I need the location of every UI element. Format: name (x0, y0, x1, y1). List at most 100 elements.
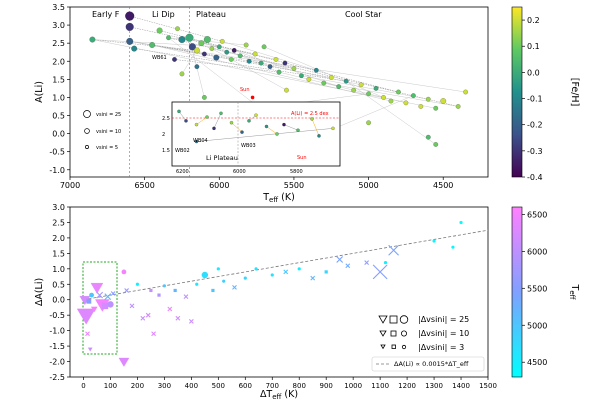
y-tick-label: 2.5 (52, 218, 65, 227)
top-data-point (282, 60, 288, 66)
top-data-point (396, 89, 401, 95)
highlight-box (82, 261, 118, 355)
inset-points (177, 109, 335, 144)
bottom-data-point (183, 294, 189, 300)
top-data-point (203, 36, 211, 44)
inset-ytick-1.5: 1.5 (162, 148, 170, 154)
bottom-data-point (459, 220, 463, 225)
colorbar-tick-label: 0.0 (527, 68, 540, 77)
y-tick-label: 3.0 (52, 21, 65, 30)
size-legend: vsini = 25 vsini = 10 vsini = 5 (83, 110, 121, 151)
top-data-point (258, 60, 264, 66)
inset-data-point (177, 109, 181, 114)
top-data-point (194, 64, 200, 70)
bottom-data-point (90, 306, 98, 313)
top-pair-line (92, 39, 197, 51)
legend-label-10: |Δvsini| = 10 (418, 329, 469, 338)
top-pair-line (168, 37, 459, 107)
bottom-data-point (135, 282, 140, 286)
bottom-data-point (175, 315, 181, 321)
inset-data-point (212, 126, 216, 131)
top-data-point (381, 95, 386, 100)
top-data-point (411, 93, 416, 98)
y-tick-label: -1.0 (49, 166, 65, 175)
legend-sq-25 (389, 315, 398, 324)
y-tick-label: 2.0 (52, 234, 65, 243)
top-pair-line (263, 46, 384, 98)
top-data-point (425, 96, 431, 102)
top-data-point (202, 95, 207, 100)
bottom-data-point (76, 308, 96, 325)
bottom-plot-frame (69, 206, 489, 378)
bottom-data-point (167, 306, 173, 312)
bottom-colorbar-label: Teff (568, 284, 580, 300)
top-pair-line (152, 44, 392, 102)
inset-ytick-2.5: 2.5 (162, 116, 170, 122)
inset-pair-line (213, 113, 222, 129)
legend-label-3: |Δvsini| = 3 (418, 343, 464, 352)
bottom-data-point (151, 331, 156, 337)
top-pair-line (92, 39, 436, 109)
region-label-plateau: Plateau (196, 10, 226, 19)
x-tick-label: 600 (239, 382, 252, 390)
y-tick-label: -2.5 (49, 373, 65, 382)
bottom-data-point (388, 244, 400, 256)
bottom-data-point (110, 291, 116, 296)
inset-plateau-label: Li Plateau (206, 154, 238, 162)
x-tick-label: 0 (81, 382, 85, 390)
inset-data-point (184, 119, 188, 123)
top-data-point (156, 27, 163, 34)
inset-data-point (205, 115, 209, 119)
inset-data-point (264, 124, 269, 129)
colorbar-tick-label: 6500 (527, 210, 547, 219)
top-y-ticks: -1.0 -0.5 0.0 0.5 1.0 1.5 2.0 2.5 3.0 3.5 (49, 3, 70, 175)
top-data-point (202, 51, 207, 57)
legend-circ-3 (401, 344, 407, 350)
top-data-point (219, 39, 225, 44)
top-data-point (188, 43, 196, 51)
inset-ref-line-label: A(Li) = 2.5 dex (291, 111, 329, 117)
top-data-point (328, 75, 334, 80)
marker-legend: |Δvsini| = 25 |Δvsini| = 10 |Δvsini| = 3 (378, 315, 469, 352)
colorbar-tick-label: 0.2 (527, 16, 540, 25)
size-legend-label-25: vsini = 25 (96, 112, 121, 118)
wb61-label: WB61 (152, 55, 167, 61)
top-plot-frame (69, 6, 489, 178)
top-data-point (425, 134, 431, 140)
top-pair-line (346, 80, 436, 145)
top-data-point (166, 35, 171, 41)
region-label-cool-star: Cool Star (345, 10, 382, 19)
top-pair-line (222, 41, 317, 71)
x-tick-label: 6500 (134, 181, 154, 190)
top-pair-line (234, 50, 339, 87)
inset-lines (178, 111, 334, 142)
inset-frame (171, 101, 341, 167)
inset-label-wb04: WB04 (193, 138, 208, 144)
top-data-point (228, 57, 234, 62)
x-tick-label: 1400 (452, 382, 470, 390)
bottom-y-ticks: -2.5 -2.0 -1.5 -1.0 -0.5 0.0 0.5 1.0 1.5 2.0 2.5 3.… (49, 203, 70, 382)
x-tick-label: 5000 (358, 181, 378, 190)
top-colorbar-label: [Fe/H] (569, 78, 580, 107)
bottom-data-point (90, 282, 104, 294)
y-tick-label: -0.5 (49, 148, 65, 157)
top-x-axis-label: Teff (K) (262, 192, 295, 204)
legend-label-25: |Δvsini| = 25 (418, 315, 469, 324)
legend-circ-10 (400, 330, 407, 337)
inset-label-wb02: WB02 (175, 148, 190, 154)
inset-pair-line (196, 128, 334, 142)
bottom-data-point (297, 267, 301, 271)
x-tick-label: 100 (104, 382, 117, 390)
bottom-data-point (86, 298, 92, 304)
inset-pair-line (231, 122, 243, 133)
top-data-point (284, 87, 289, 93)
colorbar-tick-label: 0.1 (527, 42, 540, 51)
fit-legend-box (371, 356, 485, 372)
bottom-data-point (364, 260, 370, 266)
bottom-x-axis-label: ΔTeff (K) (260, 389, 298, 400)
y-tick-label: 2.5 (52, 39, 65, 48)
inset-plot: A(Li) = 2.5 dex Li Plateau Sun WB02 WB03… (162, 101, 341, 175)
bottom-data-point (372, 264, 388, 280)
fit-legend: ΔA(Li) ∝ 0.0015*ΔT_eff (371, 356, 485, 372)
x-tick-label: 5500 (284, 181, 304, 190)
